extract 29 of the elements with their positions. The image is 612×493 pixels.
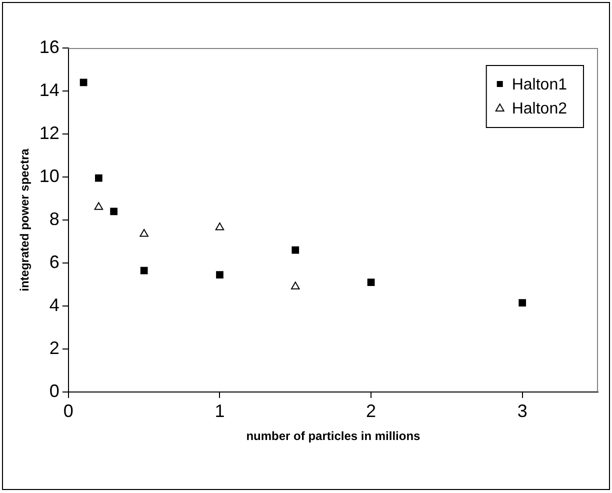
- point: [140, 228, 148, 237]
- point: [367, 278, 375, 286]
- x-tick-label: 3: [517, 400, 528, 421]
- point: [518, 299, 526, 306]
- legend-label: Halton2: [512, 100, 568, 118]
- y-tick-label: 8: [49, 208, 60, 229]
- x-tick-label: 0: [63, 400, 74, 421]
- legend-label: Halton1: [512, 76, 568, 94]
- point: [290, 282, 300, 290]
- y-tick-label: 10: [39, 166, 60, 186]
- point: [215, 222, 224, 230]
- point: [80, 78, 88, 86]
- y-axis-title: integrated power spectra: [18, 148, 32, 292]
- y-tick-label: 16: [39, 36, 60, 57]
- y-tick-label: 14: [39, 80, 60, 100]
- point: [94, 202, 104, 210]
- y-tick-label: 2: [49, 338, 60, 358]
- point: [95, 174, 102, 182]
- x-axis-title: number of particles in millions: [246, 429, 421, 444]
- x-tick-label: 1: [214, 400, 225, 421]
- point: [110, 208, 118, 216]
- x-tick-label: 2: [366, 400, 376, 421]
- point: [292, 246, 300, 254]
- y-tick-label: 0: [49, 380, 60, 401]
- y-tick-label: 6: [49, 252, 60, 272]
- point: [216, 271, 224, 279]
- point: [140, 266, 148, 274]
- y-tick-label: 4: [49, 294, 60, 315]
- y-tick-label: 12: [39, 122, 60, 143]
